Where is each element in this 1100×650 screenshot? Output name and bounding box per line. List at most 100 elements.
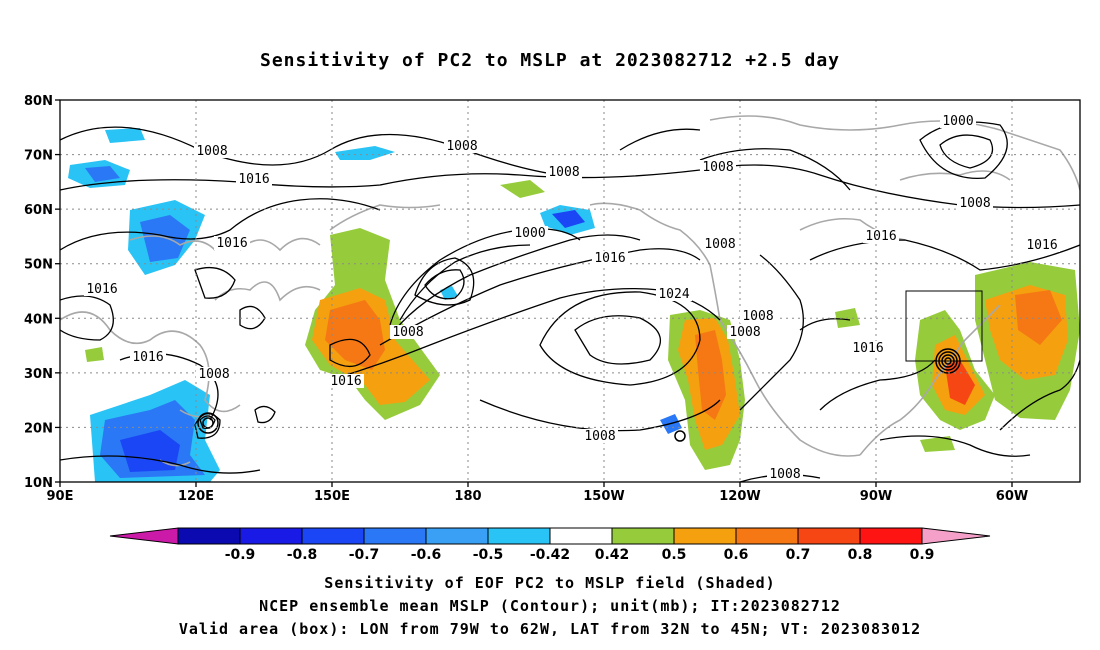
- colorbar-label: -0.8: [287, 547, 318, 560]
- colorbar-label: 0.8: [848, 547, 873, 560]
- colorbar-segment: [797, 527, 861, 545]
- map-frame: [59, 99, 1081, 483]
- lat-tick-label: 30N: [24, 367, 53, 382]
- contour-label-bg: [236, 172, 272, 186]
- lon-tick-label: 90E: [47, 489, 74, 504]
- lat-tick-label: 10N: [24, 476, 53, 491]
- coastlines: [60, 115, 1080, 467]
- colorbar-segment: [487, 527, 551, 545]
- contour-label: 1008: [729, 325, 760, 340]
- contour-label: 1008: [392, 325, 423, 340]
- contour-labels: 1008 100810081000101610081016100010161008…: [84, 114, 1060, 482]
- caption-shaded: Sensitivity of EOF PC2 to MSLP field (Sh…: [324, 574, 776, 592]
- contour-label-bg: [194, 144, 230, 158]
- contour-label-bg: [512, 226, 548, 240]
- colorbar-segment: [425, 527, 489, 545]
- colorbar-segment: [611, 527, 675, 545]
- colorbar-label: 0.5: [662, 547, 687, 560]
- shade-pos-region: [85, 347, 104, 362]
- contour-label-bg: [727, 325, 763, 339]
- lon-tick-label: 120W: [719, 489, 760, 504]
- colorbar-segment: [363, 527, 427, 545]
- contour-label-bg: [444, 139, 480, 153]
- contour-label: 1008: [196, 144, 227, 159]
- contour-label-bg: [957, 196, 993, 210]
- lon-tick-label: 150E: [314, 489, 350, 504]
- contour-label: 1008: [584, 429, 615, 444]
- contour-label-bg: [656, 287, 692, 301]
- contour-label-bg: [700, 160, 736, 174]
- lon-tick-label: 120E: [178, 489, 214, 504]
- lon-tick-label: 150W: [583, 489, 624, 504]
- colorbar-segment: [301, 527, 365, 545]
- contour-label-bg: [1024, 238, 1060, 252]
- contour-label: 1008: [548, 165, 579, 180]
- colorbar-segment: [549, 527, 613, 545]
- lat-tick-label: 50N: [24, 258, 53, 273]
- colorbar-label: -0.9: [225, 547, 256, 560]
- contour-label: 1000: [942, 114, 973, 129]
- colorbar: -0.9 -0.8 -0.7 -0.6 -0.5 -0.42 0.42 0.5 0.6 0.7 0.…: [109, 527, 991, 560]
- contour-label-bg: [390, 325, 426, 339]
- contour-label: 1016: [1026, 238, 1057, 253]
- shade-pos-region: [500, 180, 545, 198]
- shade-neg-region: [140, 215, 190, 262]
- colorbar-label: 0.6: [724, 547, 749, 560]
- shade-pos-region: [920, 436, 955, 452]
- colorbar-label: 0.42: [595, 547, 630, 560]
- contour-label-bg: [863, 229, 899, 243]
- shaded-sensitivity: [68, 128, 1080, 482]
- shade-neg-region: [85, 166, 120, 182]
- contour-label-bg: [328, 374, 364, 388]
- contour-label: 1016: [132, 350, 163, 365]
- contour-label: 1016: [865, 229, 896, 244]
- colorbar-label: -0.6: [411, 547, 442, 560]
- contour-label-bg: [84, 282, 120, 296]
- contour-label: 1008: [769, 467, 800, 482]
- contour-label: 1000: [514, 226, 545, 241]
- lat-tick-label: 80N: [24, 94, 53, 109]
- map-title: Sensitivity of PC2 to MSLP at 2023082712…: [259, 50, 840, 71]
- colorbar-min-arrow: [109, 527, 179, 545]
- colorbar-max-arrow: [921, 527, 991, 545]
- contour-label: 1016: [852, 341, 883, 356]
- contour-label-bg: [546, 165, 582, 179]
- contour-label: 1008: [742, 309, 773, 324]
- lat-tick-label: 60N: [24, 203, 53, 218]
- contour-label: 1016: [216, 236, 247, 251]
- shade-pos-region: [695, 330, 726, 420]
- shade-neg-region: [552, 210, 585, 228]
- contour-label: 1008: [702, 160, 733, 175]
- colorbar-segment: [239, 527, 303, 545]
- contour-label-bg: [196, 367, 232, 381]
- contour-label-bg: [582, 429, 618, 443]
- contour-label-bg: [592, 251, 628, 265]
- colorbar-label: -0.7: [349, 547, 380, 560]
- contour-label: 1024: [658, 287, 689, 302]
- lat-tick-label: 20N: [24, 421, 53, 436]
- contour-label: 1016: [330, 374, 361, 389]
- colorbar-label: -0.5: [473, 547, 504, 560]
- contour-label: 1008: [704, 237, 735, 252]
- contour-label: 1008: [446, 139, 477, 154]
- caption-contour: NCEP ensemble mean MSLP (Contour); unit(…: [259, 597, 841, 615]
- shade-pos-region: [945, 360, 975, 405]
- contour-label-bg: [940, 114, 976, 128]
- contour-label: 1008: [198, 367, 229, 382]
- lon-tick-label: 60W: [996, 489, 1028, 504]
- colorbar-segment: [177, 527, 241, 545]
- lat-tick-label: 70N: [24, 149, 53, 164]
- colorbar-segment: [735, 527, 799, 545]
- contour-label-bg: [740, 309, 776, 323]
- contour-label-bg: [850, 341, 886, 355]
- valid-area-box: [905, 290, 983, 362]
- contour-label: 1016: [238, 172, 269, 187]
- caption-valid-area: Valid area (box): LON from 79W to 62W, L…: [178, 620, 922, 638]
- lon-tick-label: 90W: [860, 489, 892, 504]
- contour-label-bg: [130, 350, 166, 364]
- contour-label: 1016: [86, 282, 117, 297]
- shade-pos-region: [325, 300, 385, 370]
- colorbar-label: 0.9: [910, 547, 935, 560]
- contour-label-bg: [214, 236, 250, 250]
- lat-tick-label: 40N: [24, 312, 53, 327]
